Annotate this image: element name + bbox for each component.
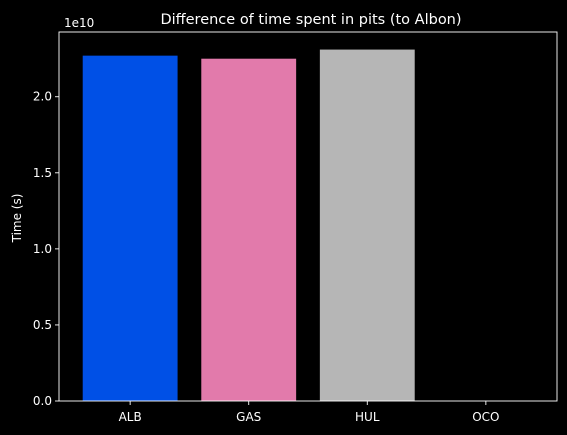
y-axis-label: Time (s) — [10, 194, 24, 244]
x-tick-label: GAS — [236, 410, 261, 424]
y-tick-label: 1.5 — [33, 166, 52, 180]
y-tick-label: 1.0 — [33, 242, 52, 256]
x-ticks-group: ALB GAS HUL OCO — [119, 401, 499, 424]
bar-gas — [201, 58, 297, 402]
x-tick-label: ALB — [119, 410, 142, 424]
bars-group — [82, 49, 415, 402]
bar-alb — [82, 55, 178, 402]
y-axis-offset-label: 1e10 — [64, 16, 94, 30]
x-tick-label: HUL — [355, 410, 380, 424]
bar-hul — [319, 49, 415, 401]
y-ticks-group: 0.0 0.5 1.0 1.5 2.0 — [33, 90, 59, 408]
x-tick-label: OCO — [472, 410, 499, 424]
y-tick-label: 2.0 — [33, 90, 52, 104]
chart-title: Difference of time spent in pits (to Alb… — [160, 12, 461, 28]
y-tick-label: 0.5 — [33, 318, 52, 332]
y-tick-label: 0.0 — [33, 394, 52, 408]
plot-frame — [58, 31, 558, 402]
